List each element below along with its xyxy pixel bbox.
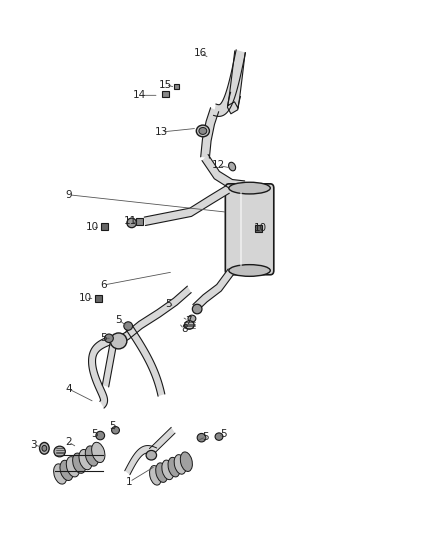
FancyBboxPatch shape <box>225 184 274 274</box>
Ellipse shape <box>146 450 156 460</box>
Text: 5: 5 <box>100 333 106 343</box>
Ellipse shape <box>53 464 67 484</box>
Ellipse shape <box>215 433 223 440</box>
Polygon shape <box>102 343 117 387</box>
Polygon shape <box>112 332 129 347</box>
Text: 6: 6 <box>100 280 106 290</box>
Text: 10: 10 <box>254 223 267 233</box>
Ellipse shape <box>85 446 99 466</box>
Bar <box>255 225 262 232</box>
Ellipse shape <box>180 452 192 472</box>
Ellipse shape <box>105 334 113 343</box>
Ellipse shape <box>112 426 120 434</box>
Text: 5: 5 <box>166 298 172 309</box>
Ellipse shape <box>162 460 174 480</box>
Polygon shape <box>201 108 219 158</box>
Ellipse shape <box>197 433 206 442</box>
Ellipse shape <box>229 182 270 194</box>
Ellipse shape <box>199 127 207 134</box>
Polygon shape <box>227 51 245 114</box>
Ellipse shape <box>192 304 202 314</box>
Bar <box>162 91 169 97</box>
Text: 5: 5 <box>203 432 209 442</box>
Text: 5: 5 <box>91 429 98 439</box>
Ellipse shape <box>54 446 65 457</box>
Bar <box>95 295 102 302</box>
Ellipse shape <box>155 463 168 482</box>
Ellipse shape <box>174 455 186 474</box>
Text: 3: 3 <box>30 440 37 450</box>
Text: 14: 14 <box>133 90 146 100</box>
Text: 11: 11 <box>124 216 138 227</box>
Polygon shape <box>149 427 175 455</box>
Polygon shape <box>213 50 245 116</box>
Text: 4: 4 <box>65 384 72 394</box>
Polygon shape <box>125 446 157 475</box>
Text: 10: 10 <box>86 222 99 232</box>
Ellipse shape <box>149 465 162 485</box>
Bar <box>101 223 108 230</box>
Text: 13: 13 <box>155 127 168 137</box>
Ellipse shape <box>124 322 133 330</box>
Ellipse shape <box>196 125 209 137</box>
Ellipse shape <box>96 431 105 440</box>
Ellipse shape <box>127 218 137 228</box>
Bar <box>174 84 180 90</box>
Polygon shape <box>88 337 110 408</box>
Polygon shape <box>202 155 245 190</box>
Text: 15: 15 <box>159 80 173 90</box>
Polygon shape <box>125 324 165 396</box>
Ellipse shape <box>110 333 127 349</box>
Text: 10: 10 <box>79 293 92 303</box>
Text: 7: 7 <box>185 316 192 326</box>
Ellipse shape <box>79 449 92 470</box>
Text: 5: 5 <box>115 314 122 325</box>
Ellipse shape <box>39 442 49 454</box>
Text: 2: 2 <box>65 437 72 447</box>
Text: 16: 16 <box>194 48 207 58</box>
Text: 1: 1 <box>126 477 133 487</box>
Ellipse shape <box>229 162 236 171</box>
Ellipse shape <box>66 457 80 477</box>
Ellipse shape <box>73 453 86 473</box>
Text: 12: 12 <box>212 160 225 171</box>
Ellipse shape <box>92 442 105 463</box>
Ellipse shape <box>168 457 180 477</box>
Polygon shape <box>193 269 233 311</box>
Polygon shape <box>144 185 230 225</box>
Text: 5: 5 <box>220 429 227 439</box>
Ellipse shape <box>60 461 73 481</box>
Polygon shape <box>126 286 191 339</box>
Ellipse shape <box>184 321 194 329</box>
Text: 8: 8 <box>181 324 187 334</box>
Text: 9: 9 <box>65 190 72 200</box>
Ellipse shape <box>42 446 47 451</box>
Ellipse shape <box>229 265 270 276</box>
Text: 5: 5 <box>109 421 115 431</box>
Ellipse shape <box>188 315 196 322</box>
Bar <box>136 217 144 225</box>
